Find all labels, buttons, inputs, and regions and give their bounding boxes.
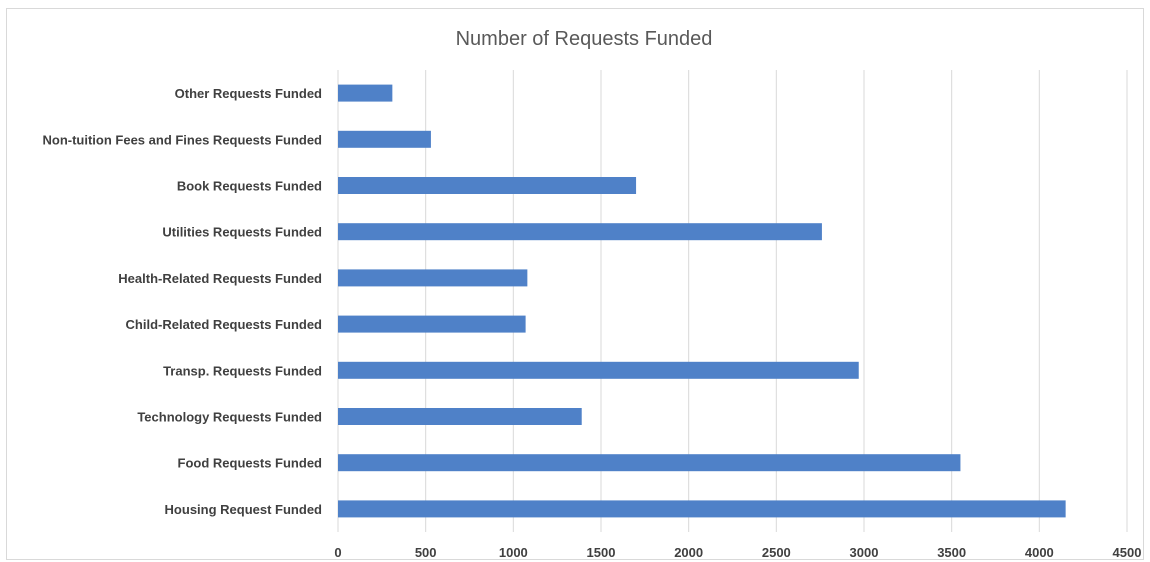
bar	[338, 454, 961, 472]
bar	[338, 177, 637, 194]
x-tick-label: 3000	[850, 545, 879, 560]
bar	[338, 408, 582, 425]
bar	[338, 269, 528, 287]
x-tick-label: 4500	[1113, 545, 1142, 560]
x-tick-label: 2500	[762, 545, 791, 560]
category-label: Book Requests Funded	[177, 179, 322, 194]
x-tick-label: 0	[334, 545, 341, 560]
bar	[338, 130, 431, 148]
chart-title: Number of Requests Funded	[456, 28, 713, 50]
category-label: Other Requests Funded	[175, 86, 322, 101]
bar	[338, 315, 526, 333]
category-label: Food Requests Funded	[178, 456, 323, 471]
category-label: Utilities Requests Funded	[162, 225, 322, 240]
category-label: Health-Related Requests Funded	[118, 271, 322, 286]
bar	[338, 361, 859, 379]
bar	[338, 84, 393, 102]
x-tick-label: 1000	[499, 545, 528, 560]
x-tick-label: 1500	[587, 545, 616, 560]
bar	[338, 223, 822, 241]
bar	[338, 500, 1066, 518]
category-label: Housing Request Funded	[165, 502, 323, 517]
category-labels: Other Requests Funded Non-tuition Fees an…	[42, 86, 322, 517]
x-axis-ticks: 0 500 1000 1500 2000 2500 3000 3500 4000 4500	[334, 545, 1141, 560]
x-tick-label: 3500	[937, 545, 966, 560]
category-label: Technology Requests Funded	[137, 410, 322, 425]
x-tick-label: 4000	[1025, 545, 1054, 560]
bars	[338, 84, 1066, 518]
category-label: Transp. Requests Funded	[163, 363, 322, 378]
x-tick-label: 2000	[674, 545, 703, 560]
x-tick-label: 500	[415, 545, 437, 560]
category-label: Child-Related Requests Funded	[126, 317, 323, 332]
category-label: Non-tuition Fees and Fines Requests Fund…	[42, 132, 322, 147]
